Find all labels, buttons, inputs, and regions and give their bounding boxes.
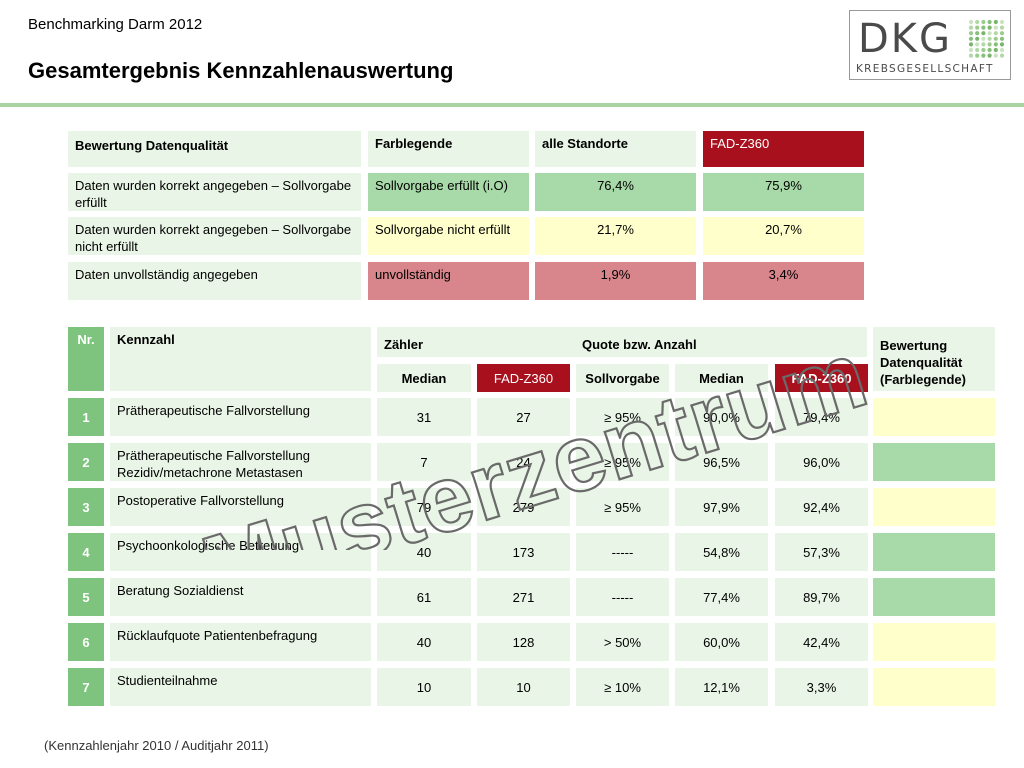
value-cell-qfad: 79,4% [775, 398, 868, 436]
value-cell-soll: ----- [576, 578, 669, 616]
value-cell-fad: 27 [477, 398, 570, 436]
value-cell-fad: 173 [477, 533, 570, 571]
value-cell-qmedian: 12,1% [675, 668, 768, 706]
legend-row-all-value: 76,4% [535, 173, 696, 211]
legend-row-fad-value: 3,4% [703, 262, 864, 300]
value-cell-qmedian: 90,0% [675, 398, 768, 436]
legend-row-desc: Daten wurden korrekt angegeben – Sollvor… [68, 173, 361, 211]
value-cell-soll: ≥ 10% [576, 668, 669, 706]
value-cell-fad: 279 [477, 488, 570, 526]
value-cell-median: 61 [377, 578, 471, 616]
kennzahl-name: Postoperative Fallvorstellung [110, 488, 371, 526]
legend-header-farblegende: Farblegende [368, 131, 529, 167]
column-header-quote: Quote bzw. Anzahl [582, 337, 697, 352]
column-header-sollvorgabe: Sollvorgabe [576, 364, 669, 392]
value-cell-qfad: 3,3% [775, 668, 868, 706]
value-cell-median: 40 [377, 623, 471, 661]
value-cell-qfad: 96,0% [775, 443, 868, 481]
value-cell-qmedian: 54,8% [675, 533, 768, 571]
legend-row-all-value: 1,9% [535, 262, 696, 300]
column-group-header: Zähler Quote bzw. Anzahl [377, 327, 867, 357]
column-header-kennzahl: Kennzahl [110, 327, 371, 391]
value-cell-soll: ≥ 95% [576, 398, 669, 436]
rating-color-cell [873, 578, 995, 616]
kennzahl-name: Prätherapeutische Fallvorstellung [110, 398, 371, 436]
value-cell-fad: 128 [477, 623, 570, 661]
column-header-median-quote: Median [675, 364, 768, 392]
row-number: 3 [68, 488, 104, 526]
legend-row-all-value: 21,7% [535, 217, 696, 255]
legend-row-label: unvollständig [368, 262, 529, 300]
value-cell-soll: ≥ 95% [576, 443, 669, 481]
legend-header-alle-standorte: alle Standorte [535, 131, 696, 167]
legend-row-fad-value: 75,9% [703, 173, 864, 211]
row-number: 4 [68, 533, 104, 571]
legend-header-fad: FAD-Z360 [703, 131, 864, 167]
kennzahl-name: Rücklaufquote Patientenbefragung [110, 623, 371, 661]
legend-row-fad-value: 20,7% [703, 217, 864, 255]
legend-row-desc: Daten unvollständig angegeben [68, 262, 361, 300]
value-cell-median: 10 [377, 668, 471, 706]
logo-dots-icon [968, 19, 1005, 58]
legend-row-label: Sollvorgabe nicht erfüllt [368, 217, 529, 255]
value-cell-qfad: 92,4% [775, 488, 868, 526]
value-cell-qmedian: 96,5% [675, 443, 768, 481]
column-header-fad-quote: FAD-Z360 [775, 364, 868, 392]
value-cell-median: 79 [377, 488, 471, 526]
logo-wordmark: DKG [858, 16, 953, 62]
value-cell-soll: ----- [576, 533, 669, 571]
column-header-nr: Nr. [68, 327, 104, 391]
value-cell-median: 40 [377, 533, 471, 571]
kennzahl-name: Psychoonkologische Betreuung [110, 533, 371, 571]
value-cell-fad: 24 [477, 443, 570, 481]
row-number: 2 [68, 443, 104, 481]
legend-row-desc: Daten wurden korrekt angegeben – Sollvor… [68, 217, 361, 255]
column-header-fad-zaehler: FAD-Z360 [477, 364, 570, 392]
rating-color-cell [873, 533, 995, 571]
row-number: 5 [68, 578, 104, 616]
presentation-subtitle: Benchmarking Darm 2012 [28, 16, 203, 33]
value-cell-qfad: 42,4% [775, 623, 868, 661]
column-header-zaehler: Zähler [384, 337, 424, 352]
value-cell-soll: ≥ 95% [576, 488, 669, 526]
row-number: 7 [68, 668, 104, 706]
value-cell-median: 31 [377, 398, 471, 436]
value-cell-qfad: 89,7% [775, 578, 868, 616]
value-cell-qmedian: 97,9% [675, 488, 768, 526]
value-cell-qmedian: 60,0% [675, 623, 768, 661]
dkg-logo: DKG KREBSGESELLSCHAFT [849, 10, 1011, 80]
row-number: 1 [68, 398, 104, 436]
kennzahl-name: Beratung Sozialdienst [110, 578, 371, 616]
rating-color-cell [873, 668, 995, 706]
value-cell-fad: 10 [477, 668, 570, 706]
rating-color-cell [873, 623, 995, 661]
header-divider [0, 103, 1024, 107]
page-title: Gesamtergebnis Kennzahlenauswertung [28, 58, 454, 83]
legend-header-bewertung: Bewertung Datenqualität [68, 131, 361, 167]
column-header-median-zaehler: Median [377, 364, 471, 392]
value-cell-median: 7 [377, 443, 471, 481]
value-cell-fad: 271 [477, 578, 570, 616]
kennzahl-name: Studienteilnahme [110, 668, 371, 706]
legend-row-label: Sollvorgabe erfüllt (i.O) [368, 173, 529, 211]
row-number: 6 [68, 623, 104, 661]
column-header-bewertung: Bewertung Datenqualität (Farblegende) [873, 327, 995, 391]
value-cell-qmedian: 77,4% [675, 578, 768, 616]
value-cell-qfad: 57,3% [775, 533, 868, 571]
value-cell-soll: > 50% [576, 623, 669, 661]
rating-color-cell [873, 488, 995, 526]
rating-color-cell [873, 398, 995, 436]
rating-color-cell [873, 443, 995, 481]
kennzahl-name: Prätherapeutische Fallvorstellung Rezidi… [110, 443, 371, 481]
logo-subtext: KREBSGESELLSCHAFT [856, 63, 994, 75]
footer-note: (Kennzahlenjahr 2010 / Auditjahr 2011) [44, 738, 269, 753]
